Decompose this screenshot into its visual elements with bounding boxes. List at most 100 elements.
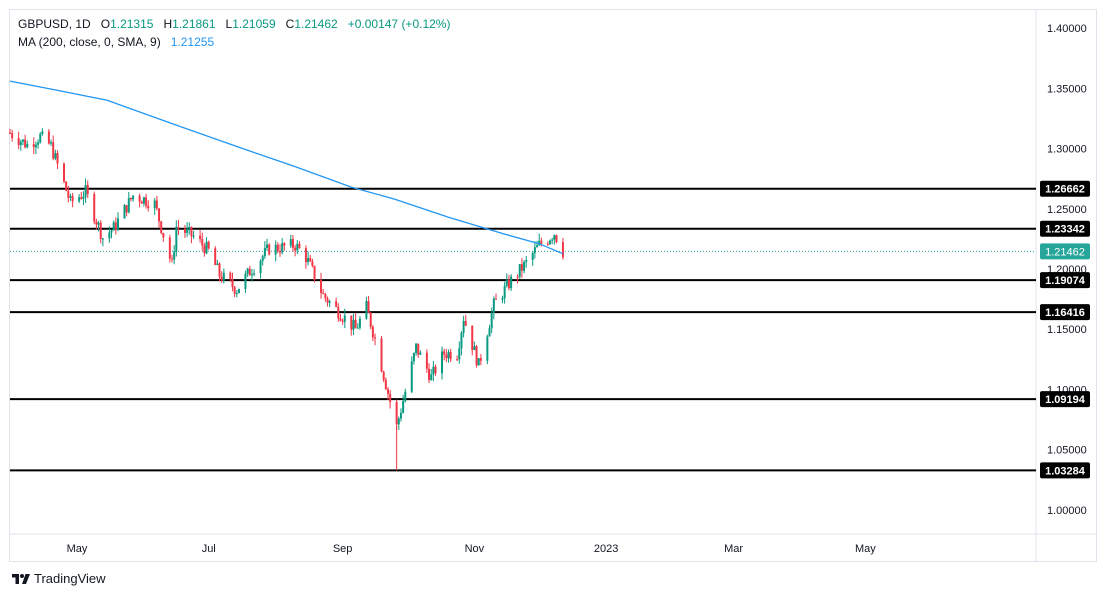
- candle-body: [501, 298, 504, 300]
- x-tick-label: Jul: [202, 543, 216, 555]
- candle-body: [95, 221, 98, 225]
- candle-body: [108, 232, 111, 239]
- candle-body: [26, 144, 29, 148]
- candle-body: [322, 292, 325, 294]
- legend-interval: 1D: [75, 17, 91, 31]
- candle-body: [168, 237, 171, 259]
- candle-body: [495, 298, 497, 300]
- candle-body: [479, 358, 482, 361]
- candle-body: [503, 285, 506, 299]
- candle-body: [229, 272, 232, 280]
- candle-body: [261, 256, 264, 261]
- legend-symbol: GBPUSD: [18, 17, 69, 31]
- candle-body: [523, 261, 526, 271]
- candle-body: [274, 244, 277, 255]
- candle-body: [296, 243, 299, 251]
- y-tick-label: 1.25000: [1047, 204, 1087, 216]
- candle-body: [551, 239, 554, 241]
- candle-body: [335, 301, 338, 307]
- candle-body: [320, 279, 323, 293]
- candlestick-series: [9, 128, 564, 471]
- candle-body: [339, 318, 342, 321]
- candle-body: [490, 312, 493, 329]
- level-price-tag: [1040, 462, 1090, 479]
- candle-body: [82, 196, 85, 199]
- candle-body: [389, 393, 392, 403]
- legend-low-label: L: [225, 17, 233, 31]
- candle-body: [475, 346, 478, 366]
- candle-body: [86, 185, 89, 195]
- level-price-tag: [1040, 180, 1090, 197]
- candle-body: [505, 279, 508, 286]
- candle-body: [19, 141, 22, 145]
- candle-body: [244, 273, 247, 289]
- candle-body: [430, 374, 433, 381]
- level-price-tag: [1040, 272, 1090, 289]
- candle-body: [266, 244, 269, 249]
- candle-body: [507, 279, 510, 289]
- legend-ohlc: GBPUSD, 1D O1.21315 H1.21861 L1.21059 C1…: [18, 17, 451, 31]
- candle-body: [561, 242, 564, 258]
- candle-body: [71, 196, 74, 202]
- candle-body: [510, 276, 513, 289]
- candle-body: [471, 325, 474, 351]
- candle-body: [533, 247, 536, 254]
- candle-body: [447, 352, 450, 359]
- candle-body: [97, 222, 100, 225]
- candle-body: [80, 197, 83, 199]
- candle-body: [358, 318, 361, 328]
- candle-body: [516, 276, 519, 278]
- candle-body: [328, 301, 331, 303]
- candle-body: [173, 251, 176, 260]
- x-tick-label: Mar: [724, 543, 743, 555]
- legend-open-label: O: [100, 17, 111, 31]
- candle-body: [201, 239, 204, 246]
- level-price-tag: [1040, 391, 1090, 408]
- candle-body: [311, 261, 314, 266]
- candle-body: [69, 196, 72, 198]
- x-tick-label: May: [67, 543, 88, 555]
- x-tick-label: 2023: [594, 543, 618, 555]
- legend-ma: MA (200, close, 0, SMA, 9) 1.21255: [18, 35, 214, 49]
- candle-body: [222, 272, 225, 281]
- candle-body: [34, 144, 37, 148]
- candle-body: [456, 359, 459, 361]
- candle-body: [460, 332, 463, 349]
- horizontal-levels: [10, 187, 1036, 472]
- candle-body: [276, 244, 279, 251]
- candle-body: [546, 243, 549, 245]
- candle-body: [445, 354, 448, 359]
- candle-body: [425, 352, 428, 369]
- tradingview-brand[interactable]: TradingView: [12, 571, 106, 586]
- price-axis[interactable]: 1.000001.050001.100001.150001.200001.250…: [1040, 23, 1090, 517]
- candle-body: [356, 327, 359, 329]
- level-price-tag: [1040, 304, 1090, 321]
- candle-body: [486, 336, 489, 361]
- candle-body: [449, 352, 452, 360]
- x-tick-label: Sep: [333, 543, 353, 555]
- candle-body: [488, 328, 491, 337]
- candle-body: [11, 133, 14, 139]
- candle-body: [307, 258, 310, 263]
- y-tick-label: 1.05000: [1047, 445, 1087, 457]
- candle-body: [281, 243, 284, 253]
- candle-body: [387, 389, 389, 394]
- level-price-label: 1.23342: [1045, 224, 1085, 236]
- candle-body: [492, 298, 495, 313]
- candle-body: [520, 264, 523, 271]
- candle-body: [235, 293, 238, 295]
- candle-body: [369, 312, 372, 327]
- time-axis[interactable]: May Jul Sep Nov 2023 Mar May: [67, 543, 877, 555]
- legend-low: 1.21059: [232, 17, 276, 31]
- candle-body: [341, 320, 344, 322]
- candle-body: [142, 197, 145, 204]
- candle-body: [127, 197, 130, 213]
- candle-body: [384, 379, 387, 390]
- last-price-label: 1.21462: [1045, 246, 1085, 258]
- legend-ma-value: 1.21255: [170, 35, 215, 49]
- candle-body: [473, 346, 476, 351]
- candle-body: [525, 260, 528, 262]
- x-tick-label: Nov: [465, 543, 485, 555]
- candle-body: [233, 287, 236, 294]
